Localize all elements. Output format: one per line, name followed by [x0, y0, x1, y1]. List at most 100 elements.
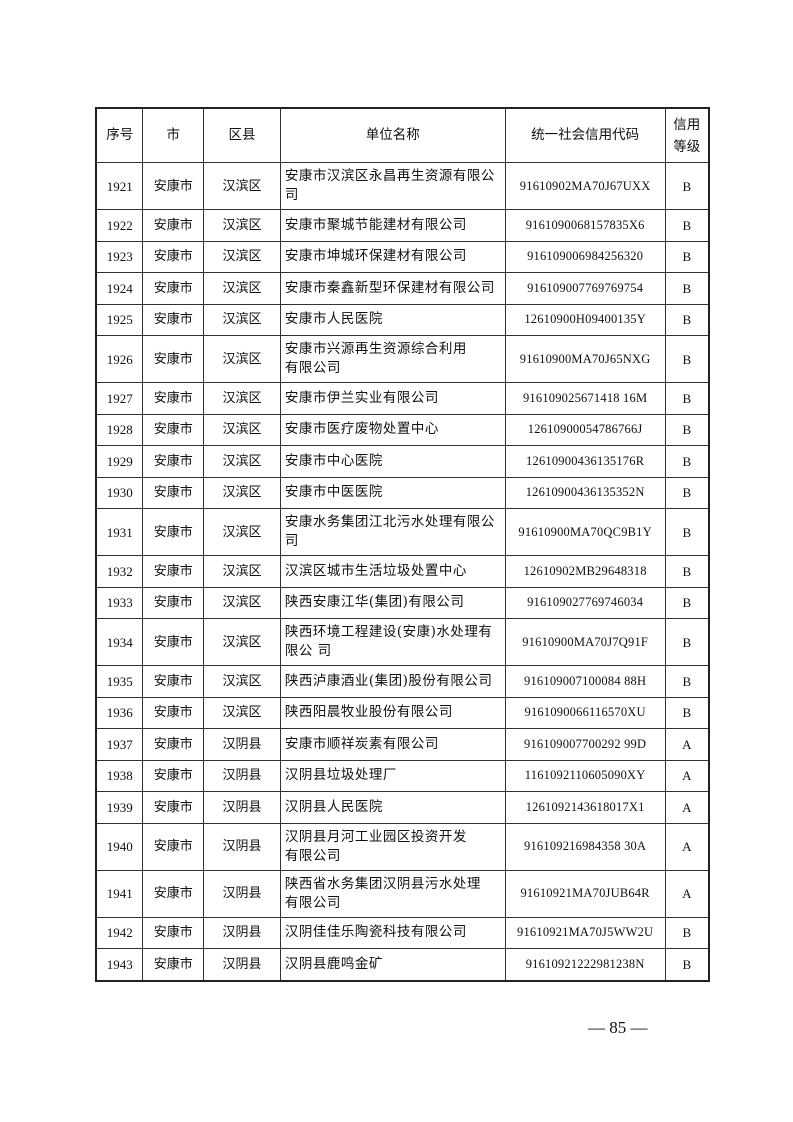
credit-grade-cell: B [664, 162, 710, 210]
table-row: 1923 安康市 汉滨区 安康市坤城环保建材有限公司 91610900698425632… [95, 240, 710, 273]
credit-grade-cell: A [664, 791, 710, 824]
county-cell: 汉滨区 [203, 240, 281, 273]
county-cell: 汉滨区 [203, 413, 281, 446]
header-city: 市 [142, 107, 205, 163]
table-row: 1930 安康市 汉滨区 安康市中医医院 12610900436135352N B [95, 476, 710, 509]
county-cell: 汉阴县 [203, 791, 281, 824]
unit-name-cell: 汉滨区城市生活垃圾处置中心 [279, 555, 506, 588]
city-cell: 安康市 [142, 209, 205, 242]
credit-code-cell: 91610900MA70QC9B1Y [504, 508, 666, 556]
credit-grade-cell: B [664, 586, 710, 619]
credit-grade-cell: B [664, 696, 710, 729]
serial-cell: 1928 [95, 413, 144, 446]
serial-cell: 1924 [95, 272, 144, 305]
credit-grade-cell: B [664, 413, 710, 446]
credit-code-cell: 9161090066116570XU [504, 696, 666, 729]
county-cell: 汉阴县 [203, 728, 281, 761]
county-cell: 汉滨区 [203, 618, 281, 666]
city-cell: 安康市 [142, 665, 205, 698]
serial-cell: 1943 [95, 948, 144, 981]
credit-grade-cell: A [664, 869, 710, 918]
credit-code-cell: 916109216984358 30A [504, 822, 666, 871]
header-serial: 序号 [95, 107, 144, 163]
credit-grade-cell: B [664, 555, 710, 588]
credit-code-cell: 916109007769769754 [504, 272, 666, 305]
city-cell: 安康市 [142, 948, 205, 981]
unit-name-cell: 陕西阳晨牧业股份有限公司 [279, 696, 506, 729]
header-county: 区县 [203, 107, 281, 163]
table-row: 1933 安康市 汉滨区 陕西安康江华(集团)有限公司 9161090277697460… [95, 586, 710, 619]
county-cell: 汉滨区 [203, 476, 281, 509]
credit-grade-cell: A [664, 728, 710, 761]
table-row: 1941 安康市 汉阴县 陕西省水务集团汉阴县污水处理 有限公司 91610921MA7… [95, 869, 710, 918]
county-cell: 汉阴县 [203, 948, 281, 981]
city-cell: 安康市 [142, 476, 205, 509]
county-cell: 汉滨区 [203, 162, 281, 210]
credit-code-cell: 12610900436135176R [504, 445, 666, 478]
table-row: 1931 安康市 汉滨区 安康水务集团江北污水处理有限公 司 91610900MA70Q… [95, 508, 710, 556]
credit-code-cell: 12610900054786766J [504, 413, 666, 446]
city-cell: 安康市 [142, 822, 205, 871]
unit-name-cell: 安康水务集团江北污水处理有限公 司 [279, 508, 506, 556]
table-row: 1934 安康市 汉滨区 陕西环境工程建设(安康)水处理有 限公 司 91610900M… [95, 618, 710, 666]
table-row: 1929 安康市 汉滨区 安康市中心医院 12610900436135176R B [95, 445, 710, 478]
credit-code-cell: 91610902MA70J67UXX [504, 162, 666, 210]
credit-grade-cell: B [664, 209, 710, 242]
serial-cell: 1921 [95, 162, 144, 210]
credit-grade-cell: B [664, 272, 710, 305]
city-cell: 安康市 [142, 508, 205, 556]
serial-cell: 1931 [95, 508, 144, 556]
credit-grade-cell: B [664, 445, 710, 478]
county-cell: 汉滨区 [203, 586, 281, 619]
serial-cell: 1927 [95, 382, 144, 415]
credit-code-cell: 12610900H09400135Y [504, 303, 666, 336]
unit-name-cell: 汉阴佳佳乐陶瓷科技有限公司 [279, 916, 506, 949]
table-row: 1937 安康市 汉阴县 安康市顺祥炭素有限公司 916109007700292 99D… [95, 728, 710, 761]
credit-grade-cell: B [664, 508, 710, 556]
credit-code-cell: 1261092143618017X1 [504, 791, 666, 824]
unit-name-cell: 安康市聚城节能建材有限公司 [279, 209, 506, 242]
table-row: 1924 安康市 汉滨区 安康市秦鑫新型环保建材有限公司 916109007769769… [95, 272, 710, 305]
city-cell: 安康市 [142, 791, 205, 824]
table-row: 1928 安康市 汉滨区 安康市医疗废物处置中心 12610900054786766J B [95, 413, 710, 446]
serial-cell: 1938 [95, 759, 144, 792]
county-cell: 汉滨区 [203, 696, 281, 729]
table-row: 1939 安康市 汉阴县 汉阴县人民医院 1261092143618017X1 A [95, 791, 710, 824]
unit-name-cell: 安康市人民医院 [279, 303, 506, 336]
table-row: 1926 安康市 汉滨区 安康市兴源再生资源综合利用 有限公司 91610900MA70… [95, 335, 710, 383]
unit-name-cell: 陕西安康江华(集团)有限公司 [279, 586, 506, 619]
county-cell: 汉滨区 [203, 445, 281, 478]
table-row: 1936 安康市 汉滨区 陕西阳晨牧业股份有限公司 9161090066116570XU… [95, 696, 710, 729]
credit-code-cell: 12610900436135352N [504, 476, 666, 509]
credit-code-cell: 1161092110605090XY [504, 759, 666, 792]
credit-code-cell: 91610921222981238N [504, 948, 666, 981]
city-cell: 安康市 [142, 555, 205, 588]
table-row: 1922 安康市 汉滨区 安康市聚城节能建材有限公司 9161090068157835X… [95, 209, 710, 242]
credit-code-cell: 916109027769746034 [504, 586, 666, 619]
county-cell: 汉阴县 [203, 916, 281, 949]
credit-rating-table: 序号 市 区县 单位名称 统一社会信用代码 信用 等级 1921 安康市 汉滨区 安康… [95, 107, 710, 982]
credit-code-cell: 916109007700292 99D [504, 728, 666, 761]
county-cell: 汉滨区 [203, 335, 281, 383]
credit-code-cell: 91610921MA70J5WW2U [504, 916, 666, 949]
table-row: 1935 安康市 汉滨区 陕西泸康酒业(集团)股份有限公司 91610900710008… [95, 665, 710, 698]
serial-cell: 1933 [95, 586, 144, 619]
serial-cell: 1925 [95, 303, 144, 336]
credit-code-cell: 91610900MA70J7Q91F [504, 618, 666, 666]
city-cell: 安康市 [142, 413, 205, 446]
credit-grade-cell: B [664, 476, 710, 509]
serial-cell: 1937 [95, 728, 144, 761]
unit-name-cell: 安康市医疗废物处置中心 [279, 413, 506, 446]
serial-cell: 1930 [95, 476, 144, 509]
city-cell: 安康市 [142, 916, 205, 949]
serial-cell: 1929 [95, 445, 144, 478]
table-row: 1921 安康市 汉滨区 安康市汉滨区永昌再生资源有限公 司 91610902MA70J… [95, 162, 710, 210]
unit-name-cell: 安康市汉滨区永昌再生资源有限公 司 [279, 162, 506, 210]
city-cell: 安康市 [142, 728, 205, 761]
county-cell: 汉阴县 [203, 822, 281, 871]
credit-grade-cell: B [664, 916, 710, 949]
city-cell: 安康市 [142, 869, 205, 918]
page-number: — 85 — [588, 1018, 648, 1037]
table-row: 1940 安康市 汉阴县 汉阴县月河工业园区投资开发 有限公司 916109216984… [95, 822, 710, 871]
